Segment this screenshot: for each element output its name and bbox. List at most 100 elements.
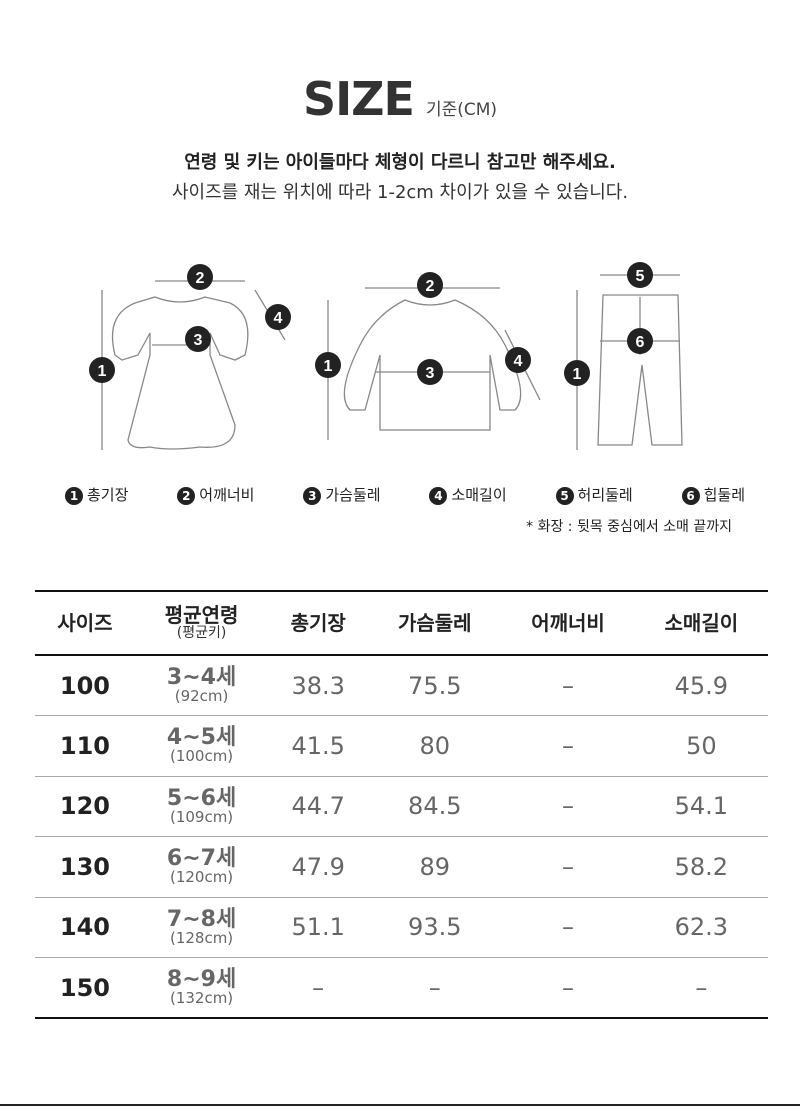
measurement-legend: 1 총기장 2 어깨너비 3 가슴둘레 4 소매길이 5 허리둘레 6 힙둘레 (65, 484, 745, 505)
col-length: 총기장 (268, 591, 369, 656)
legend-label: 힙둘레 (703, 486, 745, 504)
legend-label: 총기장 (87, 486, 129, 504)
legend-item: 4 소매길이 (429, 484, 507, 505)
measurement-diagram: 1 2 3 4 1 2 3 4 1 5 6 (88, 261, 683, 450)
shoulder-cell: – (501, 715, 635, 777)
col-sleeve: 소매길이 (634, 591, 768, 656)
size-cell: 150 (59, 973, 111, 1002)
chest-cell: 84.5 (368, 776, 502, 837)
sleeve-cell: 58.2 (634, 836, 768, 898)
age-cell: 6~7세 (120cm) (134, 836, 269, 898)
legend-label: 가슴둘레 (325, 486, 381, 504)
size-table: 사이즈 평균연령 (평균키) 총기장 가슴둘레 어깨너비 소매길이 100 3~4… (35, 590, 768, 1019)
table-row: 120 5~6세 (109cm) 44.7 84.5 – 54.1 (35, 776, 768, 837)
sleeve-cell: 62.3 (634, 897, 768, 958)
legend-label: 소매길이 (451, 486, 507, 504)
unit-label: 기준(CM) (425, 100, 498, 120)
shoulder-cell: – (501, 897, 635, 958)
number-badge-icon: 6 (681, 487, 700, 505)
svg-text:6: 6 (636, 334, 645, 351)
table-row: 110 4~5세 (100cm) 41.5 80 – 50 (35, 715, 768, 777)
chest-cell: 89 (368, 836, 502, 898)
legend-item: 3 가슴둘레 (303, 484, 381, 505)
notice-line-2: 사이즈를 재는 위치에 따라 1-2cm 차이가 있을 수 있습니다. (171, 182, 629, 203)
col-age-sub: (평균키) (176, 625, 227, 642)
col-age: 평균연령 (평균키) (134, 591, 269, 656)
age-cell: 8~9세 (132cm) (135, 958, 268, 1019)
dress-illustration (88, 263, 292, 450)
col-size: 사이즈 (35, 591, 135, 656)
shoulder-cell: – (501, 655, 635, 716)
size-cell: 100 (35, 655, 135, 716)
number-badge-icon: 5 (555, 487, 574, 505)
svg-text:4: 4 (274, 310, 283, 327)
age-cell: 5~6세 (109cm) (134, 776, 269, 837)
age-value: 8~9세 (166, 967, 237, 992)
age-value: 5~6세 (166, 785, 237, 811)
height-value: (92cm) (174, 687, 229, 705)
height-value: (132cm) (169, 989, 234, 1007)
age-value: 7~8세 (166, 906, 237, 932)
sleeve-cell: 54.1 (634, 776, 768, 837)
size-cell: 140 (35, 897, 135, 958)
legend-item: 2 어깨너비 (177, 484, 254, 505)
legend-item: 5 허리둘레 (555, 484, 633, 505)
number-badge-icon: 2 (177, 487, 196, 505)
length-cell: 38.3 (268, 655, 369, 716)
table-row: 100 3~4세 (92cm) 38.3 75.5 – 45.9 (35, 655, 768, 716)
col-shoulder: 어깨너비 (501, 591, 635, 656)
table-row: 130 6~7세 (120cm) 47.9 89 – 58.2 (35, 836, 768, 898)
shoulder-cell: – (562, 973, 575, 1002)
height-value: (100cm) (169, 747, 234, 766)
page-title: SIZE (302, 72, 415, 126)
height-value: (109cm) (169, 807, 234, 826)
svg-text:2: 2 (426, 278, 435, 295)
size-title: SIZE 기준(CM) (0, 72, 800, 126)
length-cell: 51.1 (268, 897, 369, 958)
number-badge-icon: 1 (65, 487, 83, 505)
height-value: (128cm) (169, 928, 234, 947)
svg-text:4: 4 (514, 353, 523, 370)
col-chest: 가슴둘레 (368, 591, 502, 656)
number-badge-icon: 4 (429, 487, 448, 505)
size-cell: 110 (35, 715, 135, 777)
size-cell: 130 (35, 836, 135, 898)
table-row: 140 7~8세 (128cm) 51.1 93.5 – 62.3 (35, 897, 768, 958)
chest-cell: 80 (368, 715, 502, 777)
legend-item: 6 힙둘레 (681, 484, 745, 505)
divider (0, 1104, 800, 1106)
chest-cell: 75.5 (368, 655, 502, 716)
svg-text:5: 5 (636, 268, 645, 285)
length-cell: – (312, 973, 325, 1002)
shoulder-cell: – (501, 776, 635, 837)
sleeve-cell: – (695, 973, 708, 1002)
legend-label: 허리둘레 (577, 486, 633, 504)
size-cell: 120 (35, 776, 135, 837)
age-cell: 4~5세 (100cm) (134, 715, 269, 777)
age-value: 4~5세 (166, 725, 237, 751)
svg-text:3: 3 (194, 332, 203, 349)
svg-text:1: 1 (98, 363, 107, 380)
sleeve-cell: 45.9 (634, 655, 768, 716)
sleeve-cell: 50 (634, 715, 768, 777)
table-header: 사이즈 평균연령 (평균키) 총기장 가슴둘레 어깨너비 소매길이 (35, 591, 768, 656)
svg-text:1: 1 (573, 366, 582, 383)
age-value: 6~7세 (166, 846, 237, 872)
age-cell: 3~4세 (92cm) (134, 655, 269, 716)
svg-text:3: 3 (426, 365, 435, 382)
sweatshirt-illustration (314, 271, 541, 440)
svg-text:1: 1 (324, 358, 333, 375)
number-badge-icon: 3 (303, 487, 322, 505)
pants-illustration (563, 261, 683, 450)
age-cell: 7~8세 (128cm) (134, 897, 269, 958)
chest-cell: 93.5 (368, 897, 502, 958)
shoulder-cell: – (501, 836, 635, 898)
legend-item: 1 총기장 (65, 484, 128, 505)
col-age-label: 평균연령 (164, 603, 239, 628)
sleeve-note: * 화장 : 뒷목 중심에서 소매 끝까지 (526, 519, 732, 535)
height-value: (120cm) (169, 868, 234, 887)
chest-cell: – (428, 973, 441, 1002)
notice-line-1: 연령 및 키는 아이들마다 체형이 다르니 참고만 해주세요. (184, 152, 616, 173)
length-cell: 44.7 (268, 776, 369, 837)
svg-text:2: 2 (196, 270, 205, 287)
